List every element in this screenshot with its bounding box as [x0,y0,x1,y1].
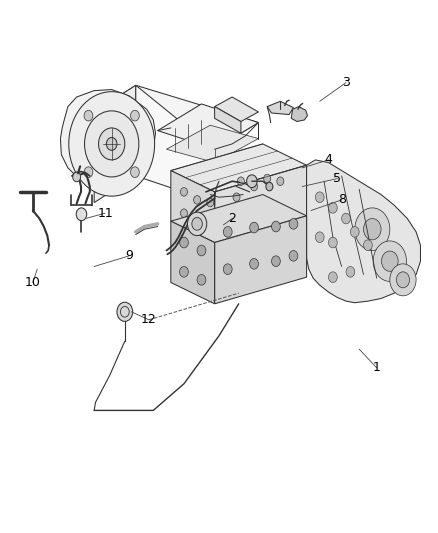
Circle shape [250,222,258,233]
Circle shape [364,240,372,251]
Text: 8: 8 [338,193,346,206]
Circle shape [350,227,359,237]
Circle shape [251,182,258,191]
Circle shape [207,198,214,207]
Circle shape [328,272,337,282]
Circle shape [346,266,355,277]
Circle shape [342,213,350,224]
Circle shape [99,128,125,160]
Circle shape [264,174,271,183]
Circle shape [223,264,232,274]
Polygon shape [171,171,215,243]
Circle shape [84,110,93,121]
Circle shape [197,245,206,256]
Circle shape [131,110,139,121]
Polygon shape [158,104,258,149]
Circle shape [364,219,381,240]
Circle shape [373,241,406,281]
Circle shape [180,266,188,277]
Circle shape [266,182,273,191]
Circle shape [117,302,133,321]
Circle shape [180,209,187,217]
Circle shape [328,203,337,213]
Circle shape [250,259,258,269]
Polygon shape [215,97,258,122]
Text: 9: 9 [125,249,133,262]
Circle shape [381,251,398,271]
Polygon shape [60,90,155,188]
Circle shape [390,264,416,296]
Text: 4: 4 [325,154,332,166]
Polygon shape [166,125,258,163]
Polygon shape [215,216,307,304]
Circle shape [84,167,93,177]
Circle shape [277,177,284,185]
Circle shape [207,222,214,231]
Circle shape [131,167,139,177]
Circle shape [85,111,139,177]
Circle shape [187,212,207,236]
Polygon shape [171,221,215,304]
Circle shape [289,251,298,261]
Circle shape [328,237,337,248]
Polygon shape [94,85,136,203]
Circle shape [233,193,240,201]
Polygon shape [307,160,420,303]
Text: 2: 2 [228,212,236,225]
Circle shape [223,227,232,237]
Circle shape [246,198,253,207]
Circle shape [180,188,187,196]
Circle shape [272,256,280,266]
Circle shape [69,92,155,196]
Circle shape [355,208,390,251]
Polygon shape [267,101,293,115]
Circle shape [180,237,188,248]
Polygon shape [136,85,215,203]
Circle shape [272,221,280,232]
Polygon shape [94,85,258,149]
Circle shape [315,232,324,243]
Text: 1: 1 [373,361,381,374]
Circle shape [315,192,324,203]
Circle shape [194,196,201,204]
Circle shape [237,177,244,185]
Circle shape [289,219,298,229]
Text: 5: 5 [333,172,341,185]
Text: 3: 3 [342,76,350,89]
Polygon shape [171,195,307,243]
Text: 12: 12 [141,313,157,326]
Polygon shape [171,144,307,192]
Text: 11: 11 [97,207,113,220]
Polygon shape [291,107,307,122]
Circle shape [247,175,257,188]
Text: 10: 10 [25,276,41,289]
Circle shape [194,217,201,225]
Circle shape [396,272,410,288]
Circle shape [106,138,117,150]
Circle shape [197,274,206,285]
Polygon shape [215,165,307,243]
Circle shape [73,172,81,182]
Polygon shape [215,107,241,133]
Circle shape [192,217,202,230]
Circle shape [76,208,87,221]
